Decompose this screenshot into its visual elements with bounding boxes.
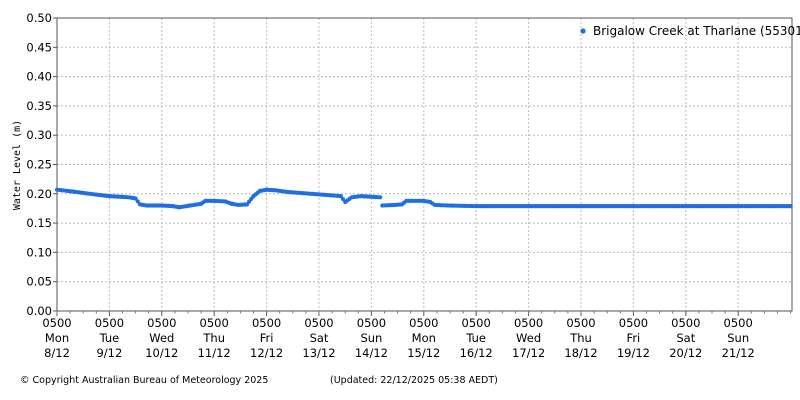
x-tick-label: 0500 [409,316,438,330]
x-tick-label: Thu [202,331,225,345]
grid [57,18,792,311]
x-tick-label: 11/12 [198,346,231,360]
x-tick-label: 0500 [462,316,491,330]
y-tick-label: 0.40 [26,70,52,84]
x-tick-label: 13/12 [302,346,335,360]
x-tick-label: Wed [516,331,541,345]
x-tick-label: Sat [310,331,329,345]
data-point [340,196,346,202]
y-tick-label: 0.50 [26,11,52,25]
x-tick-label: 16/12 [460,346,493,360]
x-tick-label: 15/12 [407,346,440,360]
x-tick-label: 0500 [200,316,229,330]
x-tick-label: 0500 [671,316,700,330]
x-tick-label: Fri [260,331,274,345]
y-tick-label: 0.00 [26,304,52,318]
x-tick-label: 0500 [514,316,543,330]
x-tick-label: 0500 [724,316,753,330]
x-tick-label: 12/12 [250,346,283,360]
y-axis-label: Water Level (m) [12,120,23,210]
x-tick-label: Sat [676,331,695,345]
x-tick-label: Sun [727,331,749,345]
x-tick-label: Thu [569,331,592,345]
y-tick-label: 0.10 [26,245,52,259]
x-axis-ticks: 0500Mon8/120500Tue9/120500Wed10/120500Th… [42,311,792,360]
legend-entry: Brigalow Creek at Tharlane (553015) [593,24,800,38]
x-tick-label: 18/12 [564,346,597,360]
x-tick-label: Sun [360,331,382,345]
data-point [378,195,383,200]
x-tick-label: Wed [149,331,174,345]
x-tick-label: 0500 [357,316,386,330]
x-tick-label: 0500 [95,316,124,330]
x-tick-label: 9/12 [96,346,122,360]
x-tick-label: 0500 [147,316,176,330]
x-tick-label: Tue [465,331,486,345]
x-tick-label: 21/12 [722,346,755,360]
x-tick-label: 0500 [619,316,648,330]
data-point [338,194,343,199]
x-tick-label: 20/12 [669,346,702,360]
x-tick-label: 8/12 [44,346,70,360]
series-points [54,187,793,210]
y-tick-label: 0.30 [26,128,52,142]
x-tick-label: Fri [627,331,641,345]
y-axis-ticks: 0.00 0.05 0.10 0.15 0.20 0.25 0.30 0.35 0.40 0.45… [26,11,57,318]
updated-timestamp: (Updated: 22/12/2025 05:38 AEDT) [330,375,498,386]
x-tick-label: Mon [412,331,436,345]
data-point [788,204,793,209]
x-tick-label: Tue [99,331,120,345]
x-tick-label: 0500 [304,316,333,330]
copyright-notice: © Copyright Australian Bureau of Meteoro… [20,375,269,386]
y-tick-label: 0.20 [26,187,52,201]
x-tick-label: 0500 [252,316,281,330]
data-point [133,196,138,201]
x-tick-label: 10/12 [145,346,178,360]
x-tick-label: 17/12 [512,346,545,360]
y-tick-label: 0.45 [26,40,52,54]
legend-marker [580,28,586,34]
y-tick-label: 0.15 [26,216,52,230]
x-tick-label: 0500 [566,316,595,330]
data-point [135,199,140,204]
y-tick-label: 0.35 [26,99,52,113]
legend: Brigalow Creek at Tharlane (553015) [580,24,800,38]
x-tick-label: Mon [45,331,69,345]
y-tick-label: 0.05 [26,275,52,289]
x-tick-label: 0500 [42,316,71,330]
x-tick-label: 14/12 [355,346,388,360]
y-tick-label: 0.25 [26,158,52,172]
x-tick-label: 19/12 [617,346,650,360]
